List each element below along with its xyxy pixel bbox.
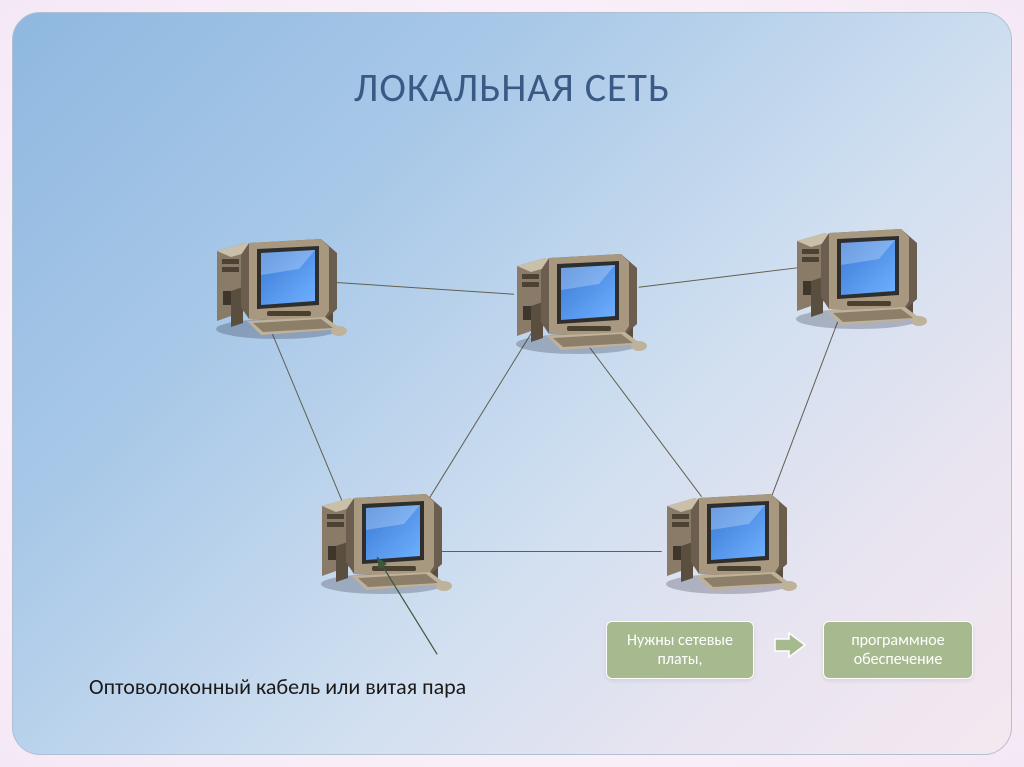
arrow-right-icon bbox=[773, 630, 807, 660]
computer-node bbox=[203, 213, 353, 343]
computer-node bbox=[653, 468, 803, 598]
slide-frame: ЛОКАЛЬНАЯ СЕТЬ bbox=[12, 12, 1012, 755]
computer-node bbox=[308, 468, 458, 598]
slide-title: ЛОКАЛЬНАЯ СЕТЬ bbox=[13, 63, 1011, 112]
pill-network-cards: Нужны сетевые платы, bbox=[606, 621, 754, 679]
pill-software: программное обеспечение bbox=[823, 621, 973, 679]
computer-node bbox=[783, 203, 933, 333]
computer-node bbox=[503, 228, 653, 358]
cable-caption: Оптоволоконный кабель или витая пара bbox=[89, 673, 466, 700]
